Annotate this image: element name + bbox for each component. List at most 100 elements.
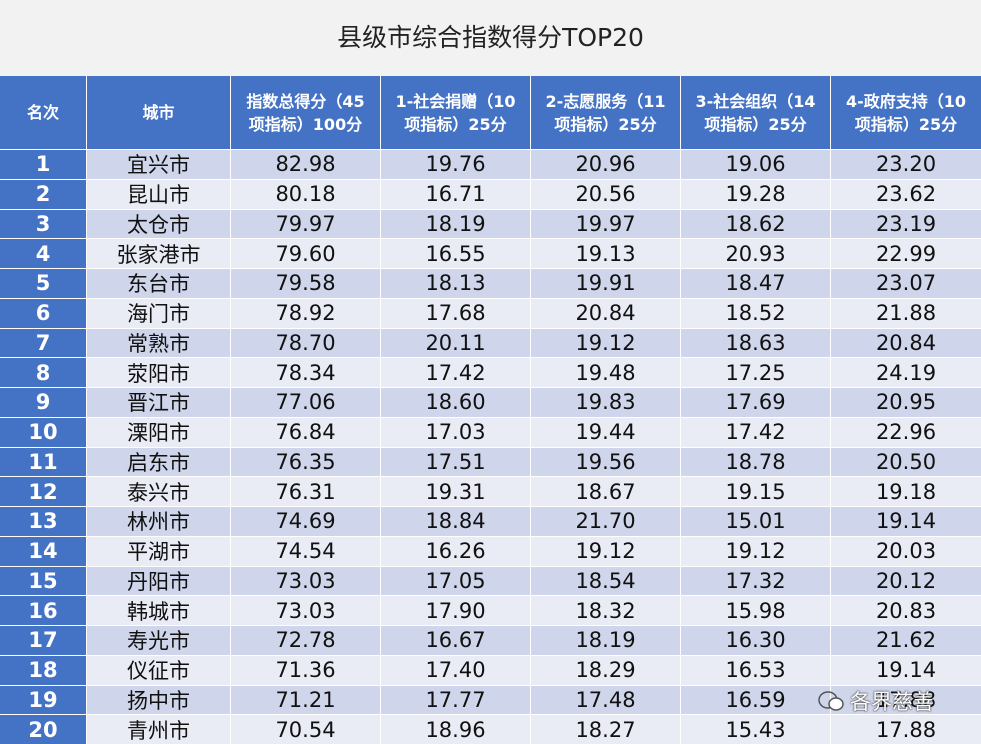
table-cell: 太仓市: [87, 209, 230, 239]
rank-cell: 17: [0, 626, 86, 655]
table-cell: 23.20: [831, 150, 981, 179]
table-cell: 16.55: [381, 239, 530, 268]
table-cell: 76.84: [231, 417, 380, 447]
table-cell: 宜兴市: [87, 150, 230, 179]
table-cell: 18.62: [681, 209, 830, 239]
header-cell: 城市: [87, 76, 230, 149]
table-cell: 溧阳市: [87, 417, 230, 447]
table-cell: 21.88: [831, 298, 981, 328]
table-cell: 23.62: [831, 179, 981, 209]
table-cell: 19.14: [831, 507, 981, 536]
table-cell: 79.97: [231, 209, 380, 239]
table-cell: 19.12: [531, 328, 680, 358]
rank-cell: 8: [0, 358, 86, 387]
table-cell: 21.62: [831, 626, 981, 655]
table-cell: 22.99: [831, 239, 981, 268]
table-cell: 20.03: [831, 536, 981, 566]
table-cell: 23.19: [831, 209, 981, 239]
watermark-text: 各界慈善: [850, 690, 934, 714]
table-cell: 昆山市: [87, 179, 230, 209]
table-cell: 16.53: [681, 655, 830, 685]
table-cell: 20.50: [831, 447, 981, 477]
table-cell: 19.83: [531, 388, 680, 417]
table-cell: 70.54: [231, 715, 380, 744]
table-cell: 23.07: [831, 269, 981, 298]
table-cell: 18.96: [381, 715, 530, 744]
table-cell: 韩城市: [87, 596, 230, 625]
table-cell: 扬中市: [87, 685, 230, 715]
rank-cell: 4: [0, 239, 86, 268]
table-cell: 19.44: [531, 417, 680, 447]
table-cell: 泰兴市: [87, 477, 230, 506]
rank-cell: 1: [0, 150, 86, 179]
table-cell: 74.54: [231, 536, 380, 566]
table-cell: 19.56: [531, 447, 680, 477]
table-cell: 张家港市: [87, 239, 230, 268]
table-cell: 18.27: [531, 715, 680, 744]
table-cell: 18.29: [531, 655, 680, 685]
table-cell: 24.19: [831, 358, 981, 387]
header-cell: 1-社会捐赠（10项指标）25分: [381, 76, 530, 149]
header-cell: 指数总得分（45项指标）100分: [231, 76, 380, 149]
watermark: 各界慈善: [818, 686, 934, 716]
table-cell: 17.77: [381, 685, 530, 715]
table-cell: 79.58: [231, 269, 380, 298]
table-cell: 19.12: [531, 536, 680, 566]
table-cell: 17.42: [381, 358, 530, 387]
table-cell: 启东市: [87, 447, 230, 477]
table-cell: 20.11: [381, 328, 530, 358]
table-cell: 17.69: [681, 388, 830, 417]
table-cell: 16.71: [381, 179, 530, 209]
table-cell: 寿光市: [87, 626, 230, 655]
table-cell: 17.90: [381, 596, 530, 625]
table-cell: 19.31: [381, 477, 530, 506]
table-cell: 18.32: [531, 596, 680, 625]
watermark-icon: [818, 691, 844, 711]
table-cell: 16.26: [381, 536, 530, 566]
table-cell: 17.42: [681, 417, 830, 447]
table-cell: 19.18: [831, 477, 981, 506]
table-cell: 18.13: [381, 269, 530, 298]
rank-cell: 14: [0, 536, 86, 566]
table-cell: 17.68: [381, 298, 530, 328]
rank-cell: 6: [0, 298, 86, 328]
table-cell: 15.01: [681, 507, 830, 536]
table-cell: 20.93: [681, 239, 830, 268]
table-cell: 17.88: [831, 715, 981, 744]
header-cell: 2-志愿服务（11项指标）25分: [531, 76, 680, 149]
table-cell: 78.92: [231, 298, 380, 328]
table-cell: 19.15: [681, 477, 830, 506]
table-cell: 晋江市: [87, 388, 230, 417]
table-cell: 18.19: [531, 626, 680, 655]
table-cell: 78.34: [231, 358, 380, 387]
table-cell: 18.78: [681, 447, 830, 477]
rank-cell: 2: [0, 179, 86, 209]
table-cell: 76.35: [231, 447, 380, 477]
table-cell: 17.03: [381, 417, 530, 447]
table-cell: 79.60: [231, 239, 380, 268]
table-cell: 77.06: [231, 388, 380, 417]
table-cell: 78.70: [231, 328, 380, 358]
rank-cell: 19: [0, 685, 86, 715]
table-cell: 71.21: [231, 685, 380, 715]
table-cell: 20.12: [831, 566, 981, 596]
rank-cell: 12: [0, 477, 86, 506]
table-cell: 林州市: [87, 507, 230, 536]
table-cell: 19.97: [531, 209, 680, 239]
table-cell: 19.28: [681, 179, 830, 209]
header-cell: 4-政府支持（10项指标）25分: [831, 76, 981, 149]
table-cell: 20.84: [531, 298, 680, 328]
table-cell: 71.36: [231, 655, 380, 685]
table-cell: 18.54: [531, 566, 680, 596]
table-cell: 17.88: [831, 685, 981, 715]
table-cell: 72.78: [231, 626, 380, 655]
table-cell: 73.03: [231, 596, 380, 625]
table-cell: 80.18: [231, 179, 380, 209]
table-cell: 仪征市: [87, 655, 230, 685]
table-cell: 20.84: [831, 328, 981, 358]
table-cell: 17.51: [381, 447, 530, 477]
table-cell: 19.13: [531, 239, 680, 268]
table-cell: 16.67: [381, 626, 530, 655]
header-cell: 名次: [0, 76, 86, 149]
